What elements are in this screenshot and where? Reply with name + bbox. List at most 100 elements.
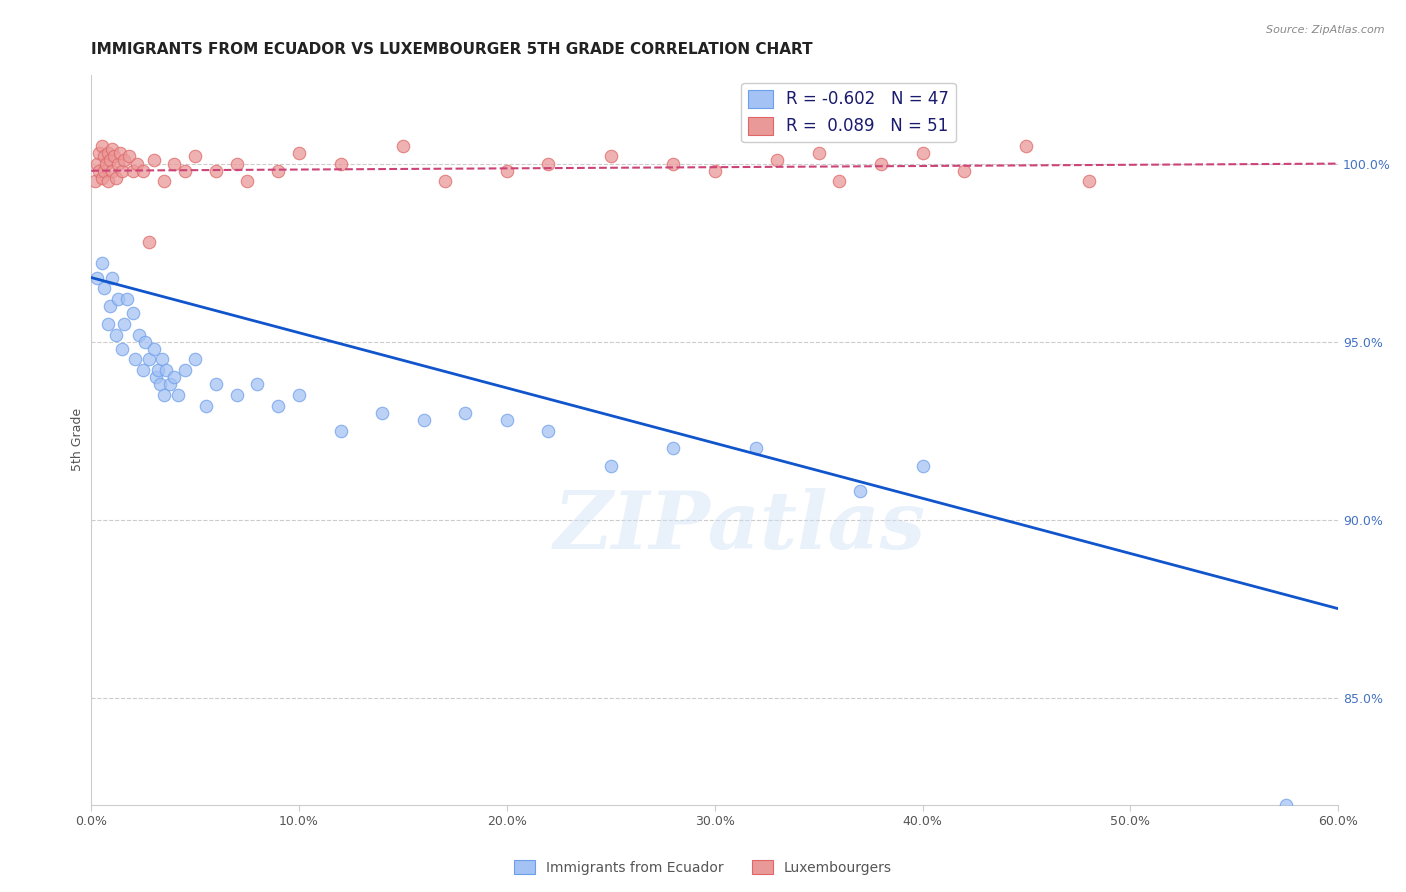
- Point: [103, 149, 125, 163]
- Point: [111, 342, 134, 356]
- Y-axis label: 5th Grade: 5th Grade: [72, 408, 84, 471]
- Point: [98, 153, 121, 167]
- Point: [496, 163, 519, 178]
- Point: [236, 174, 259, 188]
- Point: [105, 170, 128, 185]
- Point: [153, 174, 176, 188]
- Point: [163, 370, 186, 384]
- Point: [115, 292, 138, 306]
- Point: [267, 399, 290, 413]
- Point: [153, 388, 176, 402]
- Point: [225, 156, 247, 170]
- Point: [114, 153, 136, 167]
- Point: [371, 406, 394, 420]
- Text: ZIPatlas: ZIPatlas: [554, 489, 925, 566]
- Point: [101, 270, 124, 285]
- Point: [745, 442, 768, 456]
- Point: [828, 174, 851, 188]
- Point: [90, 256, 112, 270]
- Point: [246, 377, 269, 392]
- Point: [1015, 138, 1038, 153]
- Point: [1275, 797, 1298, 812]
- Point: [537, 156, 560, 170]
- Point: [184, 149, 207, 163]
- Point: [167, 388, 190, 402]
- Point: [911, 145, 934, 160]
- Point: [205, 163, 228, 178]
- Point: [121, 163, 143, 178]
- Point: [267, 163, 290, 178]
- Point: [870, 156, 893, 170]
- Point: [98, 299, 121, 313]
- Point: [155, 363, 177, 377]
- Point: [132, 163, 155, 178]
- Point: [138, 235, 160, 249]
- Text: Source: ZipAtlas.com: Source: ZipAtlas.com: [1267, 25, 1385, 35]
- Point: [114, 317, 136, 331]
- Point: [94, 156, 117, 170]
- Point: [93, 281, 115, 295]
- Point: [599, 149, 621, 163]
- Point: [288, 388, 311, 402]
- Point: [132, 363, 155, 377]
- Point: [849, 484, 872, 499]
- Point: [662, 442, 685, 456]
- Point: [412, 413, 434, 427]
- Point: [86, 156, 108, 170]
- Point: [121, 306, 143, 320]
- Point: [288, 145, 311, 160]
- Point: [93, 149, 115, 163]
- Point: [117, 149, 139, 163]
- Point: [496, 413, 519, 427]
- Point: [173, 163, 195, 178]
- Point: [97, 317, 120, 331]
- Point: [84, 174, 107, 188]
- Point: [107, 292, 129, 306]
- Point: [807, 145, 830, 160]
- Legend: R = -0.602   N = 47, R =  0.089   N = 51: R = -0.602 N = 47, R = 0.089 N = 51: [741, 83, 956, 142]
- Point: [89, 145, 111, 160]
- Point: [125, 156, 148, 170]
- Point: [953, 163, 976, 178]
- Text: IMMIGRANTS FROM ECUADOR VS LUXEMBOURGER 5TH GRADE CORRELATION CHART: IMMIGRANTS FROM ECUADOR VS LUXEMBOURGER …: [91, 42, 813, 57]
- Point: [101, 142, 124, 156]
- Point: [134, 334, 156, 349]
- Point: [86, 270, 108, 285]
- Point: [392, 138, 415, 153]
- Point: [184, 352, 207, 367]
- Point: [110, 145, 132, 160]
- Point: [329, 156, 352, 170]
- Point: [159, 377, 181, 392]
- Point: [145, 370, 167, 384]
- Point: [225, 388, 247, 402]
- Point: [150, 352, 173, 367]
- Point: [149, 377, 172, 392]
- Point: [93, 163, 115, 178]
- Point: [703, 163, 725, 178]
- Point: [124, 352, 146, 367]
- Point: [89, 163, 111, 178]
- Legend: Immigrants from Ecuador, Luxembourgers: Immigrants from Ecuador, Luxembourgers: [509, 855, 897, 880]
- Point: [329, 424, 352, 438]
- Point: [454, 406, 477, 420]
- Point: [911, 459, 934, 474]
- Point: [163, 156, 186, 170]
- Point: [599, 459, 621, 474]
- Point: [101, 163, 124, 178]
- Point: [146, 363, 169, 377]
- Point: [1077, 174, 1099, 188]
- Point: [766, 153, 789, 167]
- Point: [142, 153, 165, 167]
- Point: [107, 156, 129, 170]
- Point: [97, 145, 120, 160]
- Point: [142, 342, 165, 356]
- Point: [662, 156, 685, 170]
- Point: [205, 377, 228, 392]
- Point: [128, 327, 150, 342]
- Point: [111, 163, 134, 178]
- Point: [194, 399, 217, 413]
- Point: [90, 138, 112, 153]
- Point: [173, 363, 195, 377]
- Point: [537, 424, 560, 438]
- Point: [90, 170, 112, 185]
